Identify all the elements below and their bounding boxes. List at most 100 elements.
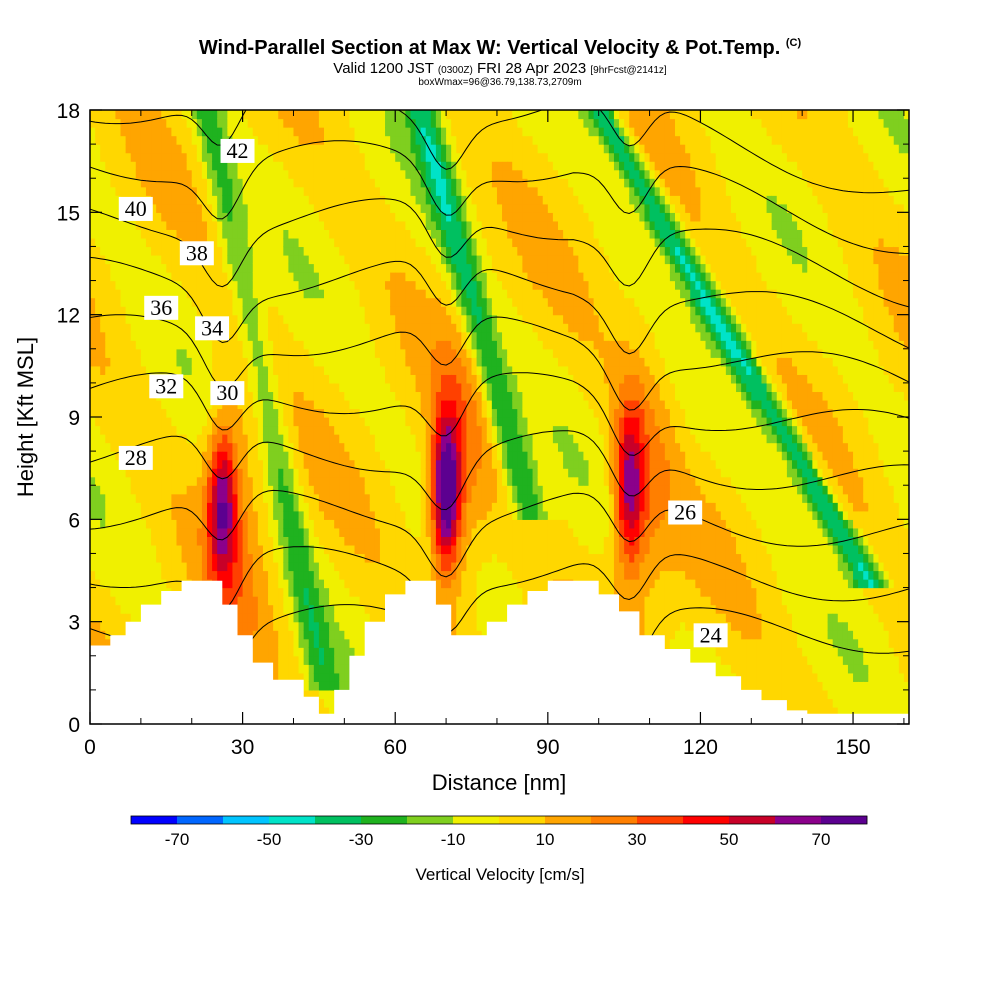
field-cell	[430, 485, 437, 495]
field-cell	[201, 382, 208, 393]
field-cell	[257, 476, 264, 486]
field-cell	[303, 434, 310, 444]
field-cell	[115, 451, 122, 461]
field-cell	[293, 272, 300, 282]
field-cell	[390, 408, 396, 418]
field-cell	[115, 220, 122, 230]
field-cell	[191, 110, 198, 120]
field-cell	[262, 306, 269, 316]
field-cell	[257, 203, 264, 213]
field-cell	[257, 382, 264, 393]
field-cell	[308, 237, 315, 248]
field-cell	[257, 391, 264, 401]
field-cell	[425, 519, 432, 529]
field-cell	[308, 434, 315, 444]
field-cell	[364, 357, 371, 367]
field-cell	[186, 331, 193, 341]
field-cell	[110, 519, 117, 529]
field-cell	[125, 297, 132, 307]
field-cell	[329, 468, 335, 478]
field-cell	[430, 399, 437, 410]
field-cell	[379, 408, 386, 418]
field-cell	[303, 323, 310, 333]
field-cell	[115, 596, 122, 606]
field-cell	[303, 254, 310, 265]
field-cell	[308, 544, 315, 555]
field-cell	[105, 195, 111, 205]
field-cell	[415, 306, 422, 316]
field-cell	[176, 451, 183, 461]
field-cell	[181, 459, 188, 469]
field-cell	[278, 220, 284, 230]
field-cell	[222, 348, 228, 358]
field-cell	[145, 272, 152, 282]
field-cell	[379, 468, 386, 478]
field-cell	[166, 476, 172, 486]
field-cell	[293, 144, 300, 154]
field-cell	[425, 510, 432, 520]
field-cell	[425, 382, 432, 393]
field-cell	[222, 536, 228, 546]
field-cell	[288, 323, 295, 333]
field-cell	[181, 212, 188, 222]
field-cell	[354, 621, 361, 631]
field-cell	[288, 348, 295, 358]
field-cell	[349, 647, 356, 657]
field-cell	[100, 451, 106, 461]
field-cell	[283, 570, 289, 580]
field-cell	[227, 408, 234, 418]
field-cell	[288, 561, 295, 572]
field-cell	[247, 485, 254, 495]
field-cell	[303, 570, 310, 580]
field-cell	[354, 493, 361, 503]
field-cell	[410, 493, 417, 503]
field-cell	[349, 604, 356, 614]
field-cell	[334, 263, 340, 273]
field-cell	[242, 237, 249, 248]
field-cell	[247, 263, 254, 273]
field-cell	[364, 553, 371, 563]
field-cell	[369, 596, 376, 606]
field-cell	[288, 127, 295, 137]
field-cell	[273, 476, 279, 486]
field-cell	[430, 331, 437, 341]
field-cell	[410, 297, 417, 307]
field-cell	[115, 357, 122, 367]
field-cell	[125, 468, 132, 478]
field-cell	[247, 570, 254, 580]
field-cell	[313, 468, 320, 478]
field-cell	[359, 459, 366, 469]
field-cell	[130, 485, 137, 495]
field-cell	[135, 220, 142, 230]
field-cell	[181, 442, 188, 452]
field-cell	[415, 280, 422, 290]
field-cell	[115, 195, 122, 205]
field-cell	[186, 306, 193, 316]
field-cell	[303, 476, 310, 486]
field-cell	[105, 570, 111, 580]
field-cell	[196, 527, 203, 537]
field-cell	[410, 169, 417, 179]
field-cell	[268, 374, 274, 384]
field-cell	[176, 340, 183, 350]
field-cell	[359, 178, 366, 188]
field-cell	[100, 340, 106, 350]
field-cell	[262, 451, 269, 461]
field-cell	[303, 272, 310, 282]
field-cell	[349, 596, 356, 606]
field-cell	[313, 408, 320, 418]
field-cell	[313, 135, 320, 145]
field-cell	[268, 621, 274, 631]
field-cell	[278, 229, 284, 239]
field-cell	[308, 672, 315, 682]
field-cell	[115, 254, 122, 265]
field-cell	[273, 485, 279, 495]
field-cell	[313, 246, 320, 256]
field-cell	[166, 493, 172, 503]
field-cell	[156, 553, 162, 563]
field-cell	[186, 502, 193, 512]
field-cell	[441, 596, 447, 606]
field-cell	[379, 229, 386, 239]
field-cell	[115, 382, 122, 393]
field-cell	[354, 169, 361, 179]
